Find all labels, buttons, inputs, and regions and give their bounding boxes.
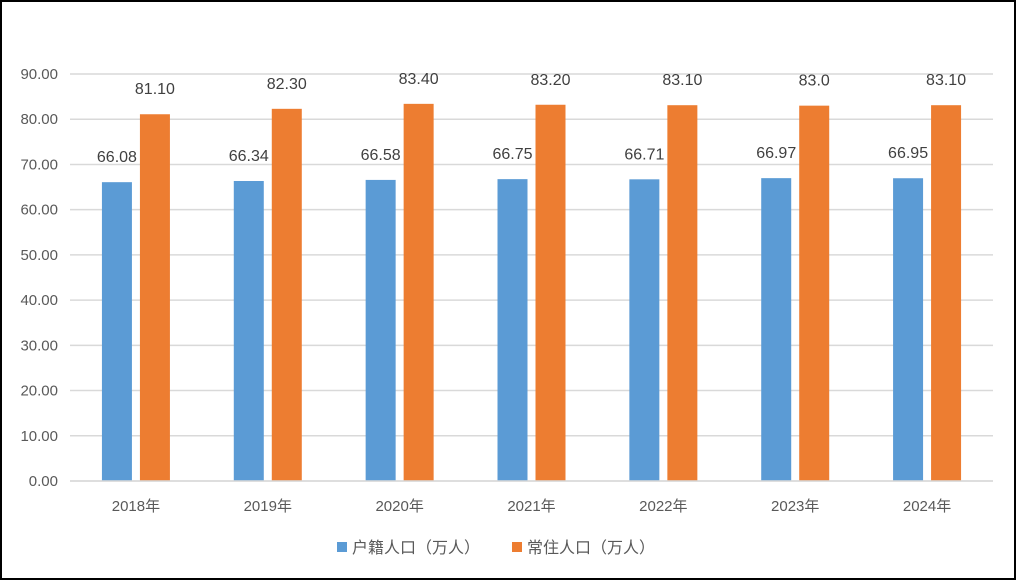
data-label: 66.97 <box>756 145 796 162</box>
data-label: 66.71 <box>624 146 664 163</box>
data-label: 66.75 <box>492 146 532 163</box>
x-tick-label: 2019年 <box>244 498 292 515</box>
bar-hukou <box>233 180 264 481</box>
data-label: 66.08 <box>97 149 137 166</box>
data-label: 82.30 <box>267 76 307 93</box>
bar-resident <box>799 105 830 482</box>
legend-swatch <box>512 542 522 552</box>
bar-hukou <box>101 182 132 481</box>
legend-label: 常住人口（万人） <box>527 539 655 557</box>
x-tick-label: 2020年 <box>375 498 423 515</box>
bar-hukou <box>761 178 792 481</box>
y-tick-label: 10.00 <box>20 428 58 445</box>
y-tick-label: 50.00 <box>20 247 58 264</box>
x-tick-label: 2021年 <box>507 498 555 515</box>
bar-resident <box>535 104 566 482</box>
bar-resident <box>139 114 170 482</box>
data-label: 66.95 <box>888 145 928 162</box>
y-tick-label: 90.00 <box>20 66 58 83</box>
legend-label: 户籍人口（万人） <box>352 539 480 557</box>
legend-swatch <box>337 542 347 552</box>
x-tick-label: 2018年 <box>112 498 160 515</box>
y-tick-label: 70.00 <box>20 156 58 173</box>
y-tick-label: 40.00 <box>20 292 58 309</box>
data-label: 81.10 <box>135 81 175 98</box>
x-tick-label: 2024年 <box>903 498 951 515</box>
data-label: 66.58 <box>361 147 401 164</box>
data-label: 83.10 <box>926 72 966 89</box>
y-tick-label: 0.00 <box>29 473 58 490</box>
data-label: 83.40 <box>399 71 439 88</box>
bar-hukou <box>497 179 528 481</box>
x-tick-label: 2023年 <box>771 498 819 515</box>
data-label: 83.0 <box>799 73 830 90</box>
data-label: 83.10 <box>662 72 702 89</box>
data-label: 83.20 <box>530 72 570 89</box>
bar-resident <box>931 105 962 481</box>
data-label: 66.34 <box>229 148 269 165</box>
bar-resident <box>403 103 434 481</box>
y-tick-label: 20.00 <box>20 383 58 400</box>
bar-hukou <box>365 179 396 481</box>
bar-resident <box>667 105 698 481</box>
y-tick-label: 80.00 <box>20 111 58 128</box>
x-tick-label: 2022年 <box>639 498 687 515</box>
y-tick-label: 30.00 <box>20 337 58 354</box>
y-tick-label: 60.00 <box>20 202 58 219</box>
bar-resident <box>271 108 302 482</box>
bar-hukou <box>893 178 924 481</box>
bar-hukou <box>629 179 660 481</box>
